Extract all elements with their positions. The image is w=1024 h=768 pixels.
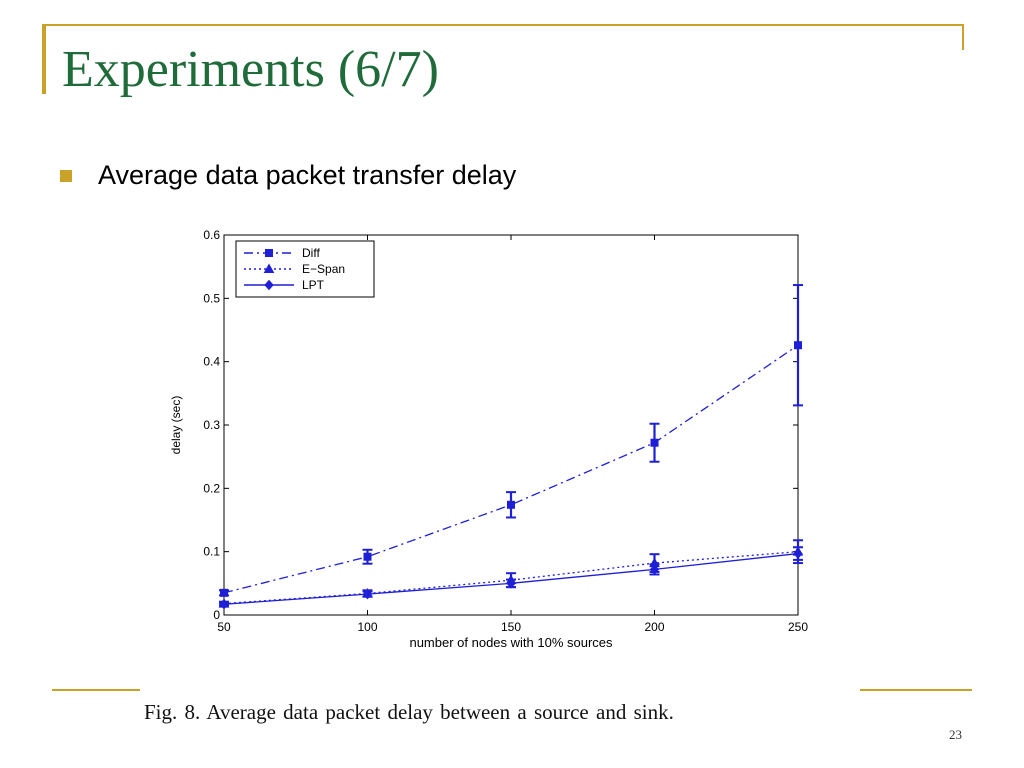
figure-caption: Fig. 8. Average data packet delay betwee… (144, 700, 674, 724)
x-tick-label: 150 (501, 620, 521, 634)
bullet-item: Average data packet transfer delay (60, 160, 516, 191)
data-point-lpt (219, 598, 229, 610)
y-axis-label: delay (sec) (169, 396, 183, 455)
data-point-diff (794, 341, 802, 350)
plot-frame (223, 234, 799, 616)
caption-rule-right (860, 689, 972, 691)
x-tick-label: 250 (788, 620, 808, 634)
x-axis-label: number of nodes with 10% sources (409, 635, 613, 650)
frame-vertical-bar (42, 24, 46, 94)
y-tick-label: 0.1 (203, 545, 220, 559)
data-point-lpt (793, 548, 803, 559)
frame-right-tick (962, 24, 964, 50)
caption-rule-left (52, 689, 140, 691)
delay-chart: 50 100 150 200 250 0 0.1 0.2 0.3 0.4 0.5 0.6 number … (169, 228, 808, 650)
square-bullet-icon (60, 169, 72, 182)
slide-title: Experiments (6/7) (62, 41, 439, 98)
data-point-lpt (362, 588, 373, 600)
y-tick-label: 0.2 (203, 481, 220, 495)
series-line-diff (223, 344, 799, 594)
legend-label-e-span: E−Span (302, 262, 345, 276)
x-tick-label: 200 (644, 620, 664, 634)
y-tick-label: 0.3 (203, 418, 220, 432)
y-tick-label: 0 (213, 608, 220, 622)
data-point-diff (507, 500, 515, 509)
y-tick-label: 0.6 (203, 228, 220, 242)
x-tick-label: 50 (217, 620, 231, 634)
data-point-lpt (649, 564, 660, 575)
legend-label-diff: Diff (302, 246, 320, 260)
data-point-lpt (506, 578, 516, 589)
data-point-diff (650, 438, 659, 447)
data-point-diff (363, 552, 372, 561)
data-point-diff (220, 588, 228, 597)
slide-number: 23 (949, 727, 962, 742)
frame-top-rule (42, 24, 964, 26)
y-tick-label: 0.5 (203, 291, 220, 305)
x-tick-label: 100 (357, 620, 377, 634)
legend-marker-lpt (264, 279, 274, 291)
y-tick-label: 0.4 (203, 355, 220, 369)
bullet-text: Average data packet transfer delay (98, 160, 517, 190)
legend-marker-diff (265, 249, 273, 257)
legend-label-lpt: LPT (302, 278, 325, 292)
legend-marker-e-span (263, 263, 275, 273)
